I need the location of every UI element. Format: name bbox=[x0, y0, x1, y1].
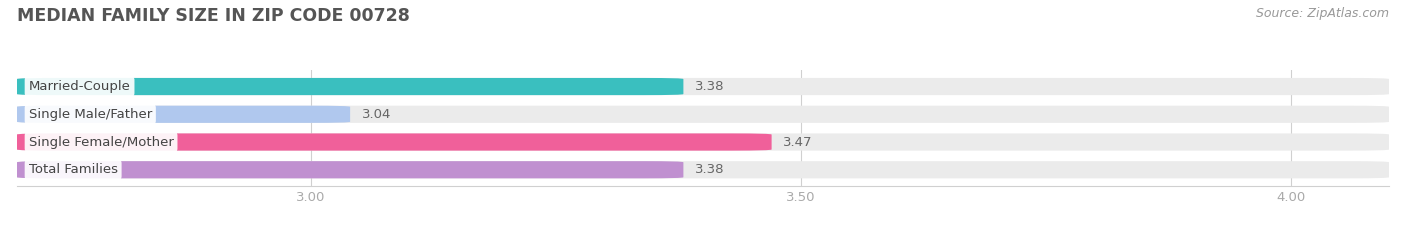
FancyBboxPatch shape bbox=[17, 161, 683, 178]
Text: MEDIAN FAMILY SIZE IN ZIP CODE 00728: MEDIAN FAMILY SIZE IN ZIP CODE 00728 bbox=[17, 7, 409, 25]
Text: Single Female/Mother: Single Female/Mother bbox=[28, 136, 173, 148]
Text: 3.38: 3.38 bbox=[695, 163, 724, 176]
Text: Married-Couple: Married-Couple bbox=[28, 80, 131, 93]
Text: Source: ZipAtlas.com: Source: ZipAtlas.com bbox=[1256, 7, 1389, 20]
FancyBboxPatch shape bbox=[17, 78, 1389, 95]
Text: Total Families: Total Families bbox=[28, 163, 118, 176]
FancyBboxPatch shape bbox=[17, 134, 772, 151]
FancyBboxPatch shape bbox=[17, 106, 350, 123]
Text: 3.38: 3.38 bbox=[695, 80, 724, 93]
FancyBboxPatch shape bbox=[17, 78, 683, 95]
FancyBboxPatch shape bbox=[17, 106, 1389, 123]
FancyBboxPatch shape bbox=[17, 161, 1389, 178]
Text: 3.47: 3.47 bbox=[783, 136, 813, 148]
FancyBboxPatch shape bbox=[17, 134, 1389, 151]
Text: 3.04: 3.04 bbox=[361, 108, 391, 121]
Text: Single Male/Father: Single Male/Father bbox=[28, 108, 152, 121]
